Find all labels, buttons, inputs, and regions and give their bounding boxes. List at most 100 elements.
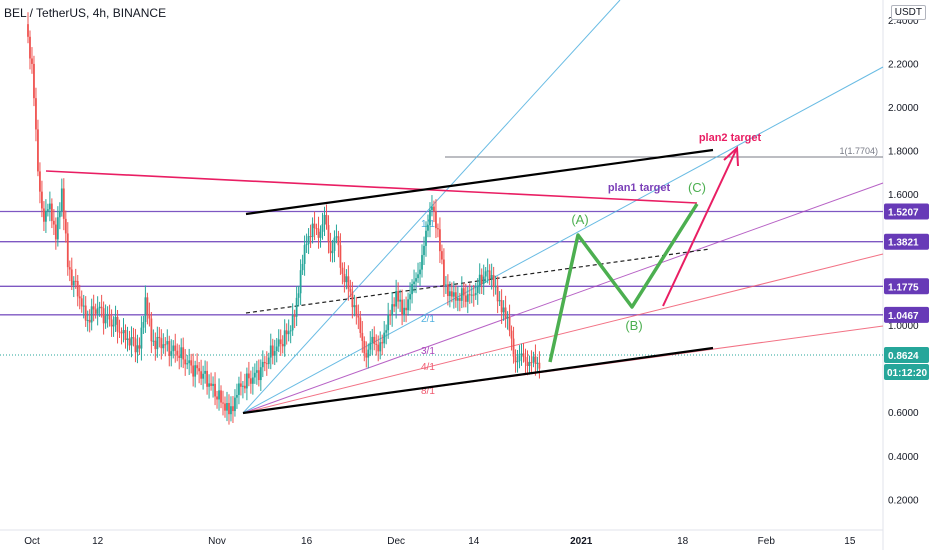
candle-body	[413, 281, 415, 285]
candle-body	[136, 345, 139, 353]
x-tick-label: 16	[301, 536, 313, 547]
candle-body	[164, 344, 167, 346]
candle-body	[486, 270, 489, 272]
y-tick-label: 1.8000	[888, 147, 919, 158]
candle-body	[429, 209, 431, 226]
candle-body	[275, 346, 278, 352]
candle-body	[331, 250, 334, 254]
fan-line[interactable]	[242, 253, 884, 414]
candle-body	[357, 315, 360, 318]
candle-body	[198, 368, 201, 372]
candle-body	[303, 245, 306, 264]
candle-body	[397, 290, 400, 302]
resistance-trendline[interactable]	[45, 170, 698, 204]
candle-body	[425, 230, 427, 246]
candle-body	[321, 224, 324, 232]
candle-body	[423, 245, 425, 256]
candle-body	[299, 270, 302, 294]
candle-body	[277, 339, 280, 347]
candle-body	[315, 228, 318, 230]
candle-body	[361, 332, 364, 341]
candle-body	[494, 286, 497, 288]
currency-badge[interactable]: USDT	[890, 5, 926, 20]
candle-body	[220, 390, 222, 403]
candle-body	[441, 251, 443, 260]
candle-body	[37, 129, 39, 172]
candle-body	[156, 336, 159, 350]
wave-label-b: (B)	[625, 318, 642, 333]
lower-channel-line[interactable]	[242, 346, 714, 415]
candle-body	[92, 306, 95, 310]
candle-body	[514, 356, 517, 363]
candle-body	[90, 306, 93, 323]
candle-body	[518, 353, 521, 362]
candle-body	[226, 402, 228, 411]
candle-body	[118, 331, 121, 333]
x-tick-label: Dec	[387, 536, 405, 547]
candle-body	[247, 373, 250, 379]
candle-body	[124, 330, 127, 340]
candle-body	[108, 314, 111, 320]
candle-body	[130, 337, 133, 346]
candle-body	[395, 290, 398, 307]
candle-body	[200, 371, 203, 379]
candle-body	[317, 228, 320, 238]
candle-body	[242, 385, 244, 387]
candle-body	[450, 291, 453, 297]
candle-body	[460, 288, 463, 301]
fan-line[interactable]	[242, 66, 884, 414]
candle-body	[355, 305, 358, 316]
candle-body	[347, 276, 350, 289]
price-axis[interactable]	[883, 0, 932, 550]
candle-body	[536, 362, 539, 364]
candle-body	[283, 330, 286, 347]
candle-body	[534, 356, 537, 364]
candle-body	[45, 210, 47, 222]
candle-body	[510, 330, 513, 339]
candle-body	[462, 288, 465, 296]
candle-body	[389, 314, 392, 316]
candle-body	[301, 263, 304, 271]
candle-body	[293, 315, 296, 317]
candle-body	[218, 390, 220, 400]
candle-body	[273, 351, 276, 356]
candle-body	[437, 228, 439, 230]
candle-body	[415, 278, 417, 282]
candle-body	[456, 298, 459, 301]
candle-body	[387, 314, 390, 331]
candle-body	[64, 218, 67, 234]
candle-body	[492, 275, 495, 287]
plan2-arrow-line[interactable]	[662, 147, 738, 307]
y-tick-label: 2.2000	[888, 59, 919, 70]
candle-body	[482, 276, 485, 285]
candle-body	[377, 344, 380, 352]
candle-body	[393, 304, 396, 307]
candle-body	[48, 203, 51, 210]
upper-channel-line[interactable]	[245, 148, 714, 216]
candle-body	[409, 294, 411, 300]
candle-body	[212, 383, 214, 386]
candle-body	[490, 275, 493, 279]
candle-body	[267, 357, 270, 365]
candle-body	[56, 217, 59, 240]
candle-body	[443, 259, 445, 286]
candle-body	[399, 299, 402, 302]
candle-body	[122, 330, 125, 334]
candle-body	[401, 299, 404, 315]
candle-body	[351, 291, 354, 308]
candle-body	[466, 294, 469, 302]
candle-body	[343, 273, 346, 283]
candle-body	[184, 359, 187, 365]
candle-body	[224, 403, 226, 411]
candle-body	[474, 293, 477, 296]
wave-projection-path[interactable]	[548, 203, 699, 363]
candle-body	[228, 402, 230, 415]
fan-label-2-1: 2/1	[421, 314, 435, 325]
candle-body	[520, 353, 523, 355]
candle-body	[158, 336, 161, 339]
candle-body	[132, 337, 135, 339]
candle-body	[448, 291, 451, 297]
candle-body	[146, 297, 149, 315]
candle-body	[373, 336, 376, 344]
